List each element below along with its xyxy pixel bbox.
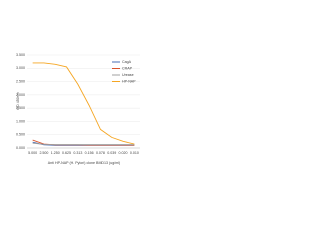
legend-label: CagA [122, 60, 132, 64]
x-tick-label: 0.156 [85, 151, 94, 155]
legend-label: HP-NAP [122, 79, 136, 83]
series-line [32, 142, 135, 145]
x-tick-label: 0.313 [73, 151, 82, 155]
y-axis-title: OD 450nm [16, 92, 20, 109]
page: {"chart_data": {"type": "line", "x_label… [15, 52, 140, 165]
x-tick-label: 0.039 [107, 151, 116, 155]
x-tick-label: 5.000 [28, 151, 37, 155]
x-tick-label: 0.010 [130, 151, 139, 155]
y-tick-label: 3.000 [16, 66, 25, 70]
y-tick-label: 2.000 [16, 93, 25, 97]
y-tick-label: 1.500 [16, 106, 25, 110]
x-tick-label: 0.625 [62, 151, 71, 155]
x-tick-label: 1.250 [51, 151, 60, 155]
x-tick-label: 0.020 [119, 151, 128, 155]
series-line [32, 62, 135, 145]
x-tick-label: 0.078 [96, 151, 105, 155]
y-tick-label: 3.500 [16, 53, 25, 57]
y-tick-label: 1.000 [16, 119, 25, 123]
y-tick-label: 0.500 [16, 133, 25, 137]
legend-label: CRAP [122, 66, 133, 70]
y-tick-label: 0.000 [16, 146, 25, 150]
x-axis-title: Anti HP-NAP (H. Pylori) clone BMD13 (ug/… [48, 161, 120, 165]
x-tick-label: 2.500 [39, 151, 48, 155]
legend-label: Urease [122, 73, 134, 77]
y-tick-label: 2.500 [16, 80, 25, 84]
chart: Anti HP-NAP (H. Pylori) clone BMD13 (ug/… [16, 53, 140, 165]
